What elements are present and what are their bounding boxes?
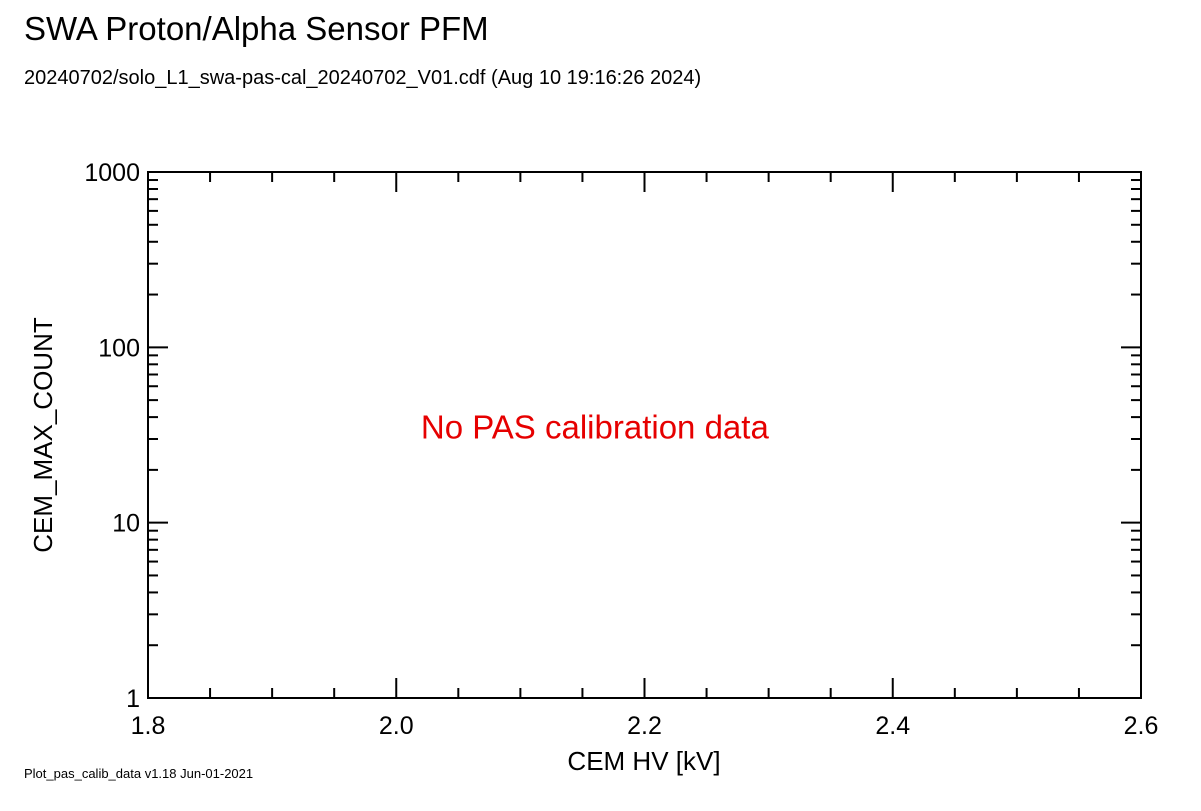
plot-area: 1.8 2.0 2.2 2.4 2.6 1 10 100 1000 [84, 159, 1158, 740]
y-tick-label: 1000 [84, 159, 140, 187]
x-tick-label: 2.4 [875, 712, 910, 740]
chart-subtitle: 20240702/solo_L1_swa-pas-cal_20240702_V0… [24, 67, 701, 89]
chart-title: SWA Proton/Alpha Sensor PFM [24, 10, 489, 47]
x-axis-label: CEM HV [kV] [567, 746, 720, 776]
y-tick-label: 1 [126, 685, 140, 713]
no-data-annotation: No PAS calibration data [421, 408, 770, 445]
y-axis-label: CEM_MAX_COUNT [28, 317, 58, 553]
x-tick-label: 2.0 [379, 712, 414, 740]
x-tick-label: 2.6 [1124, 712, 1159, 740]
x-tick-label: 1.8 [131, 712, 166, 740]
y-tick-label: 10 [112, 510, 140, 538]
y-tick-label: 100 [98, 334, 140, 362]
x-tick-label: 2.2 [627, 712, 662, 740]
footer-version-note: Plot_pas_calib_data v1.18 Jun-01-2021 [24, 766, 253, 781]
